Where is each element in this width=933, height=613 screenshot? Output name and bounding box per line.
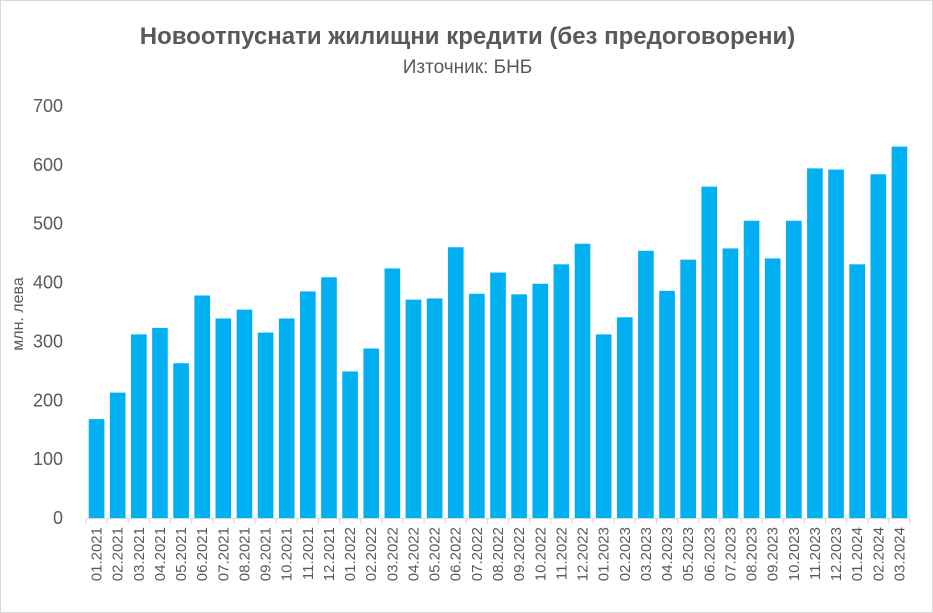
x-tick-label: 07.2022 <box>469 527 486 581</box>
y-tick-label: 500 <box>33 214 63 234</box>
x-tick-label: 05.2023 <box>680 527 697 581</box>
bar <box>807 168 823 519</box>
bar <box>722 248 739 519</box>
x-tick-label: 01.2022 <box>342 527 359 581</box>
x-tick-label: 06.2021 <box>194 527 211 581</box>
bar <box>426 298 443 518</box>
bar <box>659 290 675 518</box>
bar <box>173 363 189 518</box>
x-tick-label: 10.2021 <box>279 527 296 581</box>
bar <box>447 247 464 518</box>
bar <box>638 250 654 518</box>
x-tick-label: 01.2023 <box>596 527 613 581</box>
x-tick-label: 07.2021 <box>215 527 232 581</box>
x-tick-label: 05.2021 <box>173 527 190 581</box>
x-tick-label: 11.2021 <box>300 527 317 580</box>
x-tick-label: 08.2022 <box>490 527 507 581</box>
y-tick-label: 100 <box>33 449 63 469</box>
bar <box>342 371 358 518</box>
x-tick-label: 09.2021 <box>258 527 275 581</box>
bar <box>490 272 506 518</box>
x-tick-label: 10.2023 <box>786 527 803 581</box>
bar <box>194 295 211 518</box>
x-tick-label: 06.2022 <box>448 527 465 581</box>
bar <box>891 146 908 518</box>
bar <box>384 268 401 518</box>
bar <box>574 243 591 518</box>
x-tick-label: 01.2021 <box>89 527 106 581</box>
x-tick-label: 03.2021 <box>131 527 148 581</box>
bar <box>131 334 147 518</box>
bar <box>595 334 612 518</box>
x-tick-label: 11.2022 <box>553 527 570 580</box>
bar <box>88 419 105 518</box>
x-tick-label: 09.2022 <box>511 527 528 581</box>
bar <box>321 277 337 518</box>
x-tick-label: 02.2024 <box>870 527 887 581</box>
chart-subtitle: Източник: БНБ <box>402 57 533 78</box>
x-tick-label: 09.2023 <box>765 527 782 581</box>
bar <box>701 186 718 519</box>
x-tick-label: 01.2024 <box>849 527 866 581</box>
x-tick-label: 02.2023 <box>617 527 634 581</box>
bar <box>215 318 232 518</box>
x-tick-label: 10.2022 <box>532 527 549 581</box>
bar <box>870 174 887 518</box>
bar <box>405 299 422 518</box>
bar <box>109 392 126 518</box>
y-tick-label: 300 <box>33 331 63 351</box>
x-tick-label: 03.2023 <box>638 527 655 581</box>
x-tick-label: 07.2023 <box>722 527 739 581</box>
bar <box>553 264 570 518</box>
bar <box>511 294 527 518</box>
x-tick-label: 08.2021 <box>236 527 253 581</box>
x-tick-label: 02.2021 <box>110 527 127 581</box>
x-tick-label: 03.2022 <box>384 527 401 581</box>
bar <box>616 317 633 518</box>
bar <box>300 291 316 518</box>
x-tick-label: 12.2022 <box>575 527 592 581</box>
y-axis-title: млн. лева <box>10 277 27 351</box>
x-tick-label: 08.2023 <box>744 527 761 581</box>
bar <box>849 264 865 518</box>
x-tick-label: 02.2022 <box>363 527 380 581</box>
x-tick-label: 11.2023 <box>807 527 824 580</box>
y-tick-label: 200 <box>33 390 63 410</box>
bar <box>743 220 760 518</box>
bar <box>532 283 549 518</box>
bar <box>152 327 168 518</box>
x-tick-label: 12.2023 <box>828 527 845 581</box>
x-tick-label: 06.2023 <box>701 527 718 581</box>
x-tick-label: 03.2024 <box>891 527 908 581</box>
x-tick-label: 04.2022 <box>405 527 422 581</box>
bar <box>764 258 781 518</box>
x-tick-label: 04.2021 <box>152 527 169 581</box>
y-tick-label: 700 <box>33 96 63 116</box>
bar <box>785 220 802 518</box>
bar <box>278 318 295 518</box>
x-tick-label: 12.2021 <box>321 527 338 581</box>
bar <box>363 348 380 518</box>
bar <box>469 293 485 518</box>
x-tick-label: 04.2023 <box>659 527 676 581</box>
bar <box>680 259 696 518</box>
y-tick-label: 600 <box>33 155 63 175</box>
bar <box>828 169 844 518</box>
bar <box>257 332 274 518</box>
y-tick-label: 0 <box>53 508 63 528</box>
y-tick-label: 400 <box>33 273 63 293</box>
chart-title: Новоотпуснати жилищни кредити (без предо… <box>139 23 796 50</box>
bar <box>236 309 253 518</box>
x-tick-label: 05.2022 <box>427 527 444 581</box>
